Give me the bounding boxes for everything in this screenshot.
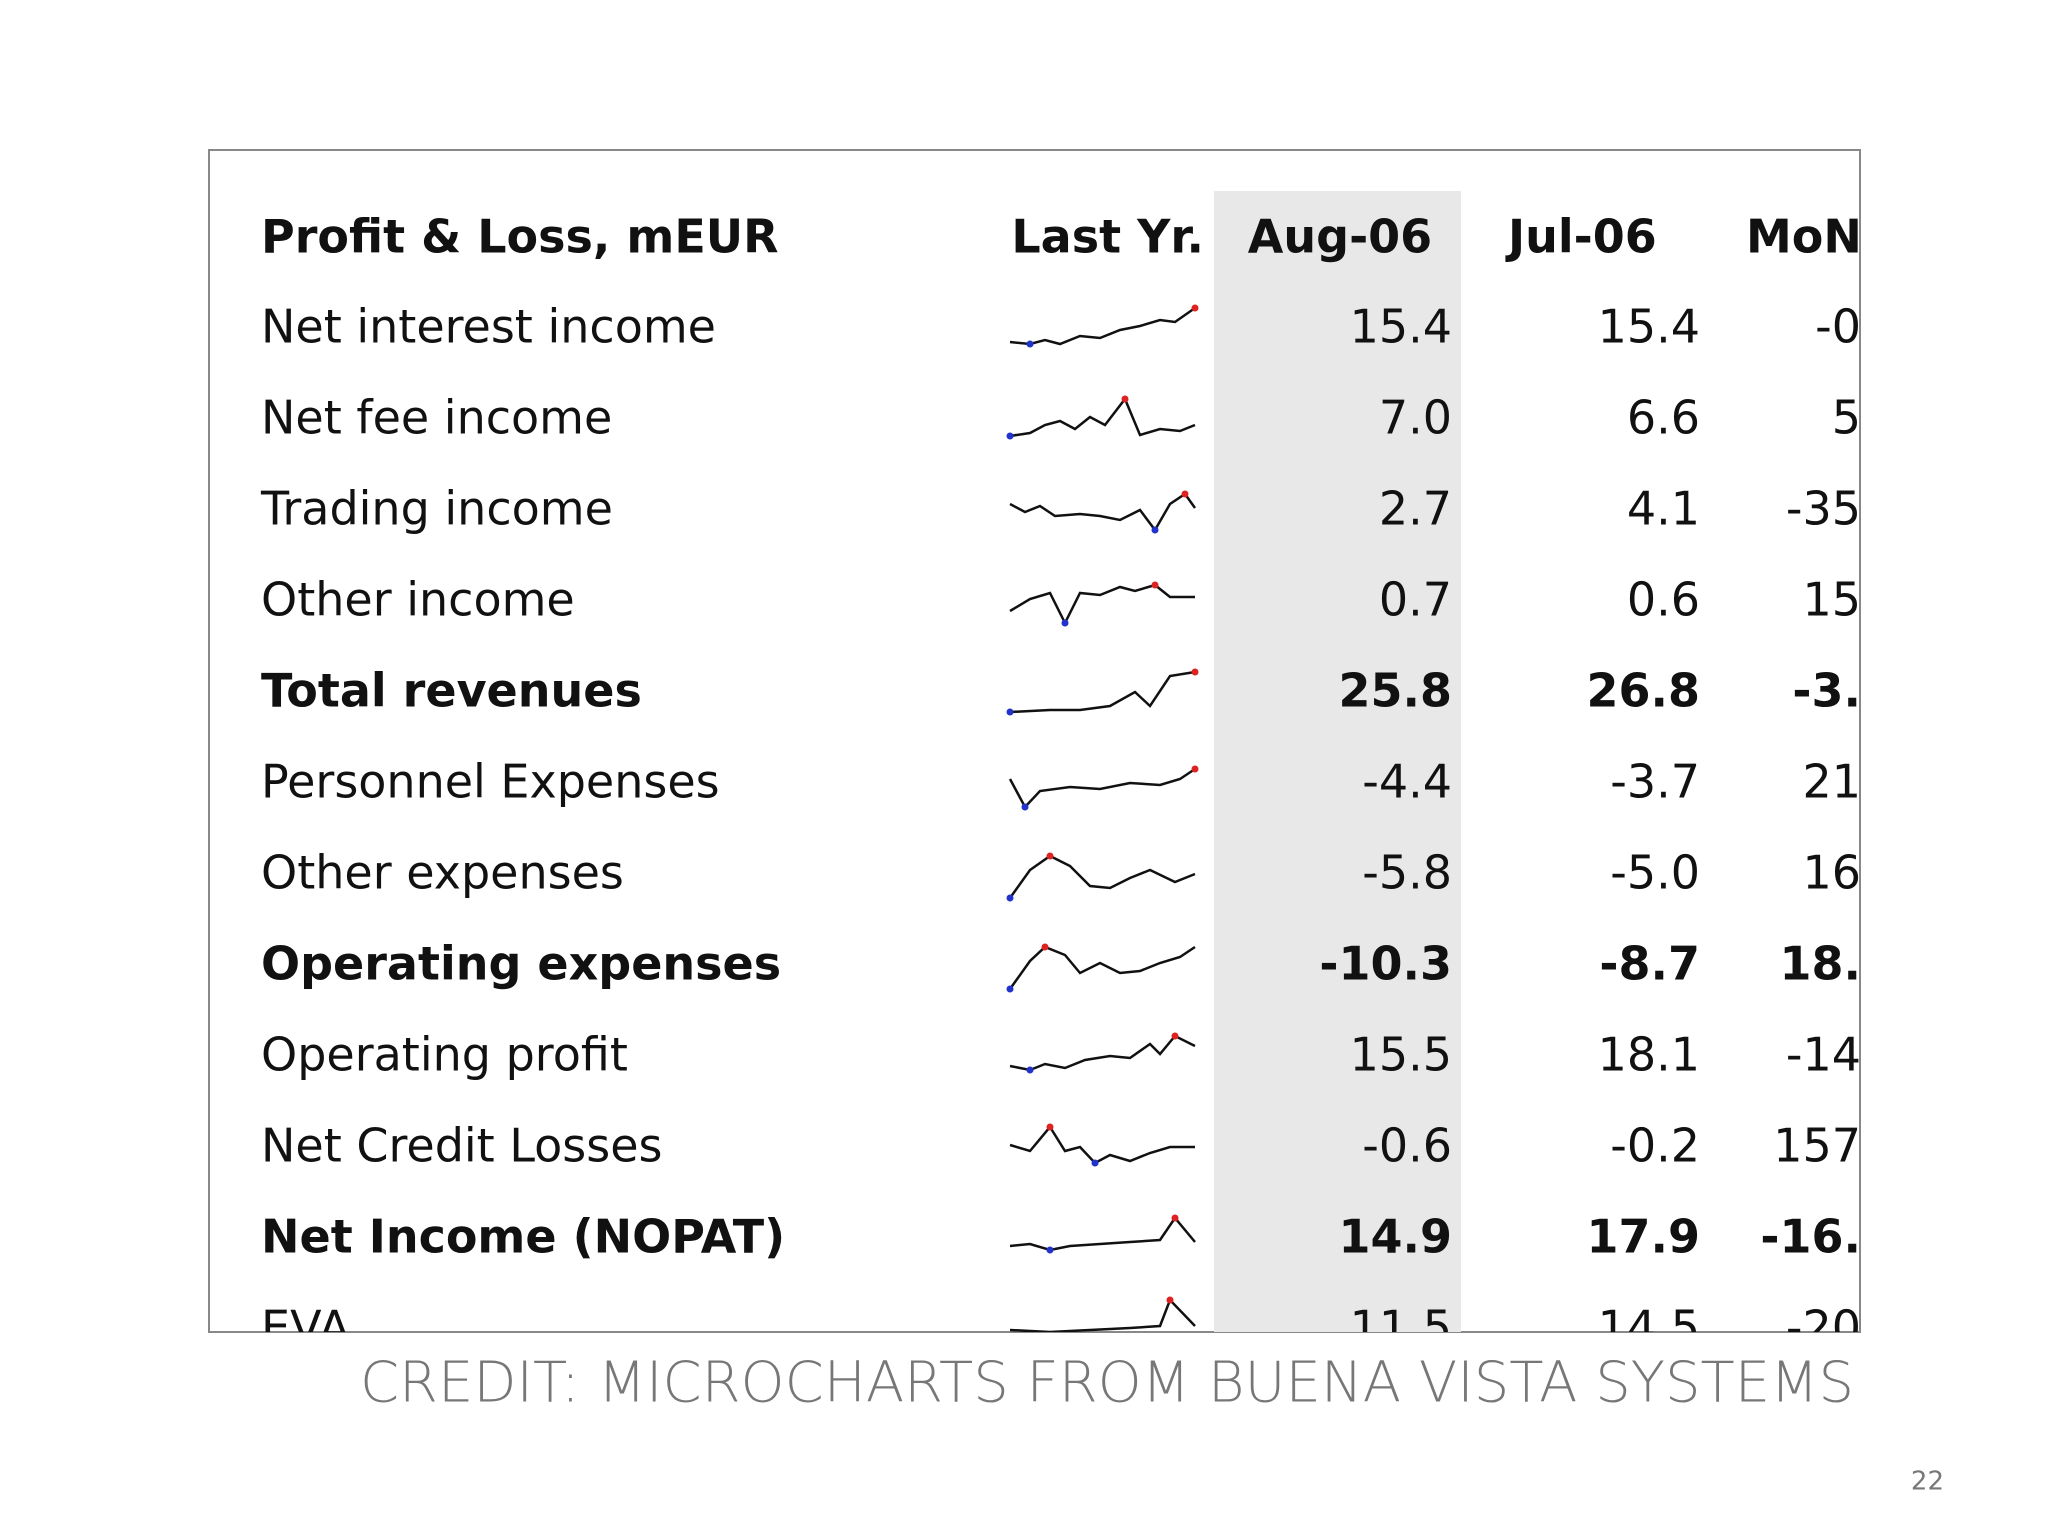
sparkline (1006, 668, 1199, 716)
column-header: Last Yr. (1011, 210, 1204, 264)
column-header: MoN (1746, 210, 1862, 264)
cell-label: Net Credit Losses (261, 1119, 663, 1173)
cell-aug: -0.6 (1362, 1119, 1452, 1173)
page-number: 22 (1911, 1467, 1944, 1497)
cell-aug: -10.3 (1319, 937, 1452, 991)
cell-mom: -0 (1815, 300, 1861, 354)
sparkline (1009, 1296, 1196, 1332)
cell-mom: 15 (1802, 573, 1861, 627)
credit: CREDIT: MICROCHARTS FROM BUENA VISTA SYS… (360, 1350, 1854, 1415)
cell-mom: -3. (1792, 664, 1861, 718)
cell-jul: -0.2 (1610, 1119, 1700, 1173)
cell-label: Net fee income (261, 391, 612, 445)
cell-jul: 4.1 (1627, 482, 1700, 536)
cell-label: Net interest income (261, 300, 716, 354)
cell-jul: 17.9 (1587, 1210, 1701, 1264)
sparkline (1009, 490, 1197, 534)
cell-aug: 7.0 (1379, 391, 1452, 445)
cell-aug: -4.4 (1362, 755, 1452, 809)
cell-aug: 11.5 (1350, 1301, 1452, 1355)
sparkline (1009, 304, 1199, 348)
cell-jul: -5.0 (1610, 846, 1700, 900)
cell-label: Operating expenses (261, 937, 781, 991)
sparkline (1006, 943, 1196, 993)
cell-mom: -14 (1786, 1028, 1861, 1082)
table: Profit & Loss, mEUR Last Yr. Aug-06 Jul-06 M… (260, 191, 1862, 1355)
cell-aug: 2.7 (1379, 482, 1452, 536)
sparkline (1006, 852, 1196, 902)
sparkline (1009, 581, 1195, 627)
cell-jul: 14.5 (1598, 1301, 1700, 1355)
cell-mom: -20 (1786, 1301, 1861, 1355)
cell-label: Total revenues (261, 664, 642, 718)
sparklines (1006, 304, 1199, 1332)
cell-mom: 157 (1773, 1119, 1861, 1173)
cell-mom: 16 (1802, 846, 1861, 900)
cell-mom: 18. (1780, 937, 1862, 991)
column-header: Profit & Loss, mEUR (261, 210, 779, 264)
column-header: Aug-06 (1248, 210, 1432, 264)
cell-label: Operating profit (261, 1028, 628, 1082)
cell-jul: -8.7 (1599, 937, 1700, 991)
sparkline (1006, 395, 1196, 440)
table-frame (208, 149, 1861, 1333)
cell-label: Net Income (NOPAT) (261, 1210, 785, 1264)
cell-label: Trading income (260, 482, 613, 536)
cell-aug: 0.7 (1379, 573, 1452, 627)
sparkline (1009, 1123, 1195, 1167)
highlight-column (1214, 191, 1461, 1332)
cell-label: EVA (261, 1301, 351, 1355)
column-header: Jul-06 (1505, 210, 1657, 264)
cell-jul: -3.7 (1610, 755, 1700, 809)
sparkline (1009, 1032, 1196, 1074)
cell-aug: 25.8 (1339, 664, 1453, 718)
cell-jul: 0.6 (1627, 573, 1700, 627)
cell-aug: 14.9 (1339, 1210, 1453, 1264)
cell-label: Other expenses (261, 846, 624, 900)
cell-mom: -16. (1760, 1210, 1861, 1264)
cell-jul: 26.8 (1587, 664, 1701, 718)
cell-aug: -5.8 (1362, 846, 1452, 900)
cell-aug: 15.4 (1350, 300, 1452, 354)
cell-mom: 5 (1832, 391, 1861, 445)
sparkline (1008, 765, 1199, 811)
cell-label: Personnel Expenses (261, 755, 720, 809)
cell-mom: 21 (1802, 755, 1861, 809)
cell-jul: 18.1 (1598, 1028, 1700, 1082)
cell-label: Other income (261, 573, 575, 627)
cell-aug: 15.5 (1350, 1028, 1452, 1082)
cell-mom: -35 (1786, 482, 1861, 536)
cell-jul: 15.4 (1598, 300, 1700, 354)
sparkline (1009, 1214, 1196, 1254)
cell-jul: 6.6 (1627, 391, 1700, 445)
